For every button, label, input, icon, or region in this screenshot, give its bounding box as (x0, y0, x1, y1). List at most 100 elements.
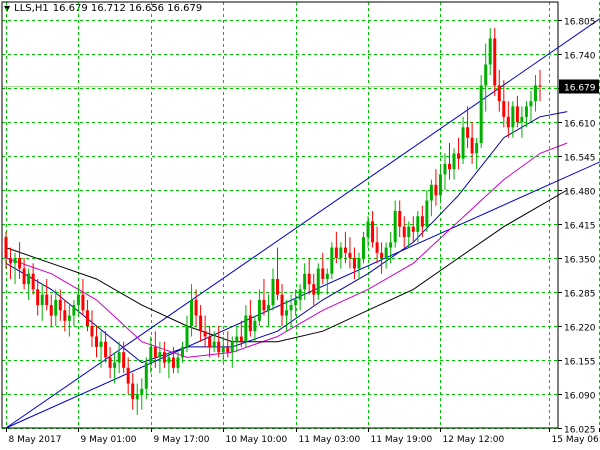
candle-body (171, 357, 175, 368)
candle-body (162, 352, 166, 363)
y-tick-label: 16.155 (564, 358, 596, 368)
x-tick-label: 9 May 01:00 (81, 435, 137, 445)
dropdown-arrow-icon[interactable]: ▼ (4, 4, 11, 13)
candle (104, 331, 108, 363)
candle (226, 331, 230, 358)
candle-body (461, 127, 465, 159)
candle-body (393, 210, 397, 243)
candle-body (13, 258, 17, 264)
candle (447, 142, 451, 180)
candle-body (334, 247, 338, 259)
candle (285, 299, 289, 332)
candle-body (298, 289, 302, 300)
candle-body (199, 315, 203, 332)
candle-body (533, 85, 537, 102)
candle (153, 331, 157, 368)
candle-body (185, 326, 189, 347)
y-tick-label: 16.025 (564, 426, 596, 436)
candle (479, 74, 483, 149)
candle (58, 289, 62, 321)
candle (497, 69, 501, 112)
candle (511, 101, 515, 138)
candle-body (479, 85, 483, 143)
candle (398, 200, 402, 238)
candle (230, 336, 234, 368)
candle-body (524, 106, 528, 117)
candle-body (520, 116, 524, 123)
candle-body (180, 346, 184, 358)
candle-body (457, 153, 461, 159)
x-tick-label: 12 May 12:00 (443, 435, 505, 445)
candle (466, 106, 470, 149)
candle (54, 289, 58, 327)
ma-fast-line (5, 111, 568, 364)
candle (140, 378, 144, 410)
candle (262, 278, 266, 316)
candle-body (113, 362, 117, 368)
candle-body (194, 299, 198, 316)
x-tick-label: 10 May 10:00 (226, 435, 288, 445)
candle (76, 284, 80, 316)
candle-body (357, 258, 361, 269)
candle-body (22, 268, 26, 285)
candle (27, 268, 31, 300)
y-tick-label: 16.350 (564, 256, 596, 266)
candle (171, 346, 175, 374)
candle-body (538, 85, 542, 87)
candle-body (248, 315, 252, 332)
candle-body (262, 299, 266, 311)
trendlines (5, 18, 600, 429)
candle-body (104, 341, 108, 358)
candle (176, 352, 180, 374)
candle (316, 263, 320, 300)
chart-header: ▼ LLS,H1 16.679 16.712 16.656 16.679 (4, 3, 202, 14)
x-tick-label: 11 May 19:00 (371, 435, 433, 445)
candle-body (511, 106, 515, 128)
candle (352, 247, 356, 279)
candle-body (452, 153, 456, 170)
candle-body (285, 310, 289, 316)
candle (484, 43, 488, 112)
candle (126, 357, 130, 395)
candle (45, 278, 49, 311)
candle-body (67, 315, 71, 321)
candle-body (203, 331, 207, 337)
candle-body (81, 294, 85, 311)
candle (429, 179, 433, 217)
candle-body (140, 388, 144, 395)
y-tick-label: 16.480 (564, 188, 596, 198)
candle (303, 263, 307, 300)
candles (4, 27, 542, 415)
candle (95, 326, 99, 358)
candle (113, 352, 117, 384)
candle-body (27, 273, 31, 285)
x-tick-label: 15 May 06:00 (552, 435, 600, 445)
candle (162, 341, 166, 368)
candle-body (312, 284, 316, 295)
y-tick-label: 16.220 (564, 324, 596, 334)
candle (402, 216, 406, 248)
candle (307, 258, 311, 295)
candle-body (484, 64, 488, 86)
candle (266, 294, 270, 327)
candle-body (294, 299, 298, 306)
candle (470, 122, 474, 164)
y-tick-label: 16.805 (564, 18, 596, 28)
moving-averages (5, 111, 568, 364)
y-tick-label: 16.610 (564, 120, 596, 130)
candle-body (271, 278, 275, 306)
candle (99, 331, 103, 368)
candle-body (447, 163, 451, 170)
candle (144, 357, 148, 400)
candle (212, 331, 216, 353)
candle-body (221, 346, 225, 353)
candle-body (352, 258, 356, 269)
candle (13, 252, 17, 285)
candle-body (502, 101, 506, 117)
candle (443, 153, 447, 191)
candle-body (158, 352, 162, 358)
candle-body (31, 273, 35, 290)
candle-body (443, 163, 447, 175)
